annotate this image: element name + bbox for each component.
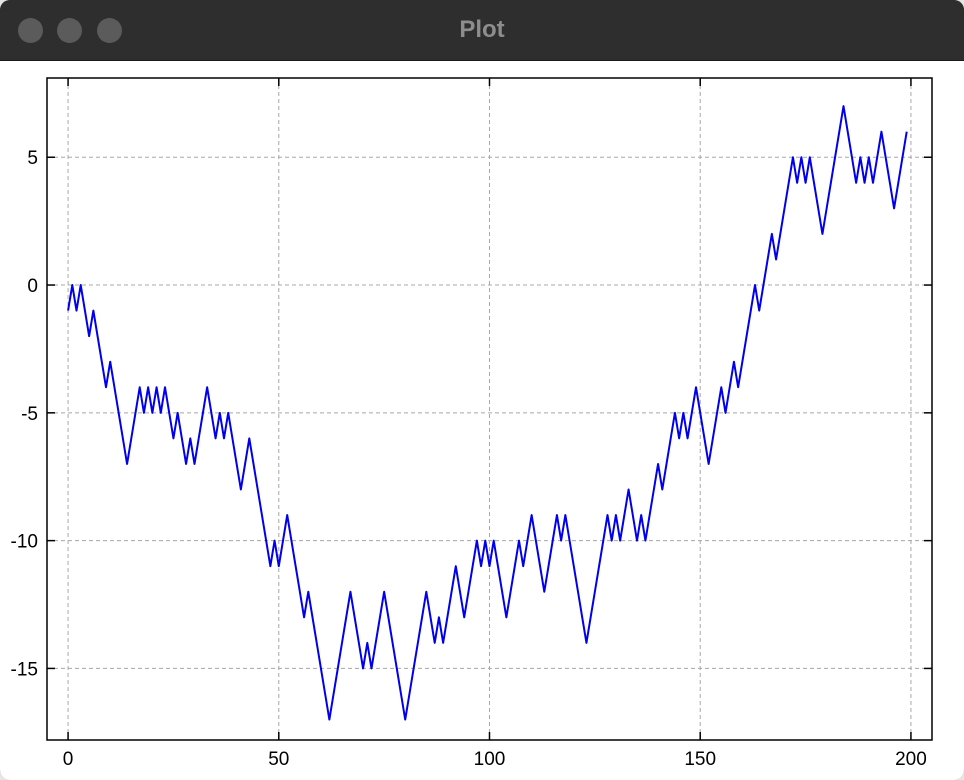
x-tick-label: 100: [474, 749, 506, 770]
x-tick-label: 50: [268, 749, 289, 770]
x-tick-label: 150: [684, 749, 716, 770]
x-tick-label: 0: [63, 749, 74, 770]
grid-lines: [47, 78, 932, 740]
close-button[interactable]: [18, 18, 43, 43]
minimize-button[interactable]: [57, 18, 82, 43]
plot-area: 0 50 100 150 200 5 0 -5 -10 -15: [0, 61, 964, 780]
x-tick-labels: 0 50 100 150 200: [63, 749, 927, 770]
title-bar: Plot: [0, 0, 964, 61]
y-tick-label: 5: [27, 148, 38, 169]
y-tick-label: -5: [21, 404, 38, 425]
y-tick-label: -15: [11, 659, 38, 680]
y-tick-labels: 5 0 -5 -10 -15: [11, 148, 38, 680]
window-title: Plot: [459, 16, 505, 43]
x-tick-label: 200: [895, 749, 927, 770]
axis-ticks: [47, 78, 932, 740]
y-tick-label: 0: [27, 276, 38, 297]
series-line: [67, 105, 908, 721]
zoom-button[interactable]: [97, 18, 122, 43]
y-tick-label: -10: [11, 532, 38, 553]
line-chart: 0 50 100 150 200 50-5-10-15: [11, 77, 933, 770]
